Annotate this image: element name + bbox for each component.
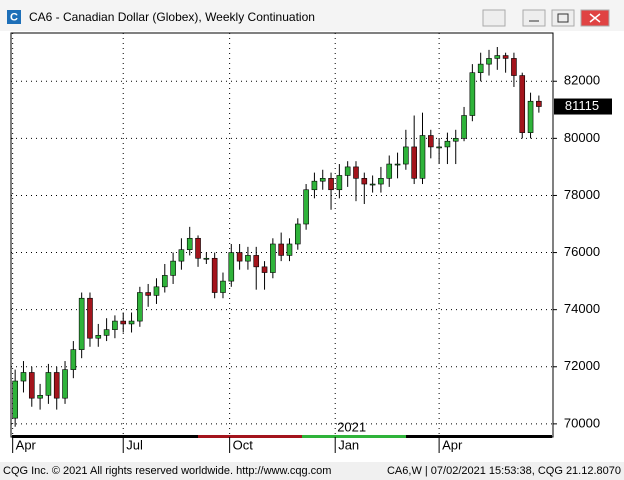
candle-body bbox=[294, 223, 301, 245]
y-tick-label: 82000 bbox=[564, 73, 600, 88]
candle-body bbox=[253, 255, 260, 268]
candle-body bbox=[278, 243, 284, 256]
candle-body bbox=[20, 372, 27, 382]
candle-body bbox=[461, 115, 467, 139]
candle-body bbox=[527, 100, 534, 133]
y-tick-label: 80000 bbox=[564, 130, 600, 145]
candle-body bbox=[444, 140, 451, 148]
candle-body bbox=[53, 372, 60, 399]
candle-body bbox=[37, 395, 43, 399]
candle-body bbox=[403, 146, 409, 165]
status-left: CQG Inc. © 2021 All rights reserved worl… bbox=[3, 465, 331, 477]
candle-body bbox=[28, 372, 35, 399]
candle-body bbox=[369, 183, 376, 186]
candle-body bbox=[378, 178, 384, 185]
candle-body bbox=[511, 58, 517, 76]
title-bar bbox=[0, 0, 624, 31]
window-title: CA6 - Canadian Dollar (Globex), Weekly C… bbox=[29, 10, 315, 24]
app-icon bbox=[7, 10, 21, 24]
candle-body bbox=[353, 166, 359, 179]
timeline-band bbox=[198, 435, 302, 438]
timeline-band bbox=[12, 435, 94, 438]
candle-body bbox=[336, 175, 343, 191]
candle-body bbox=[469, 72, 476, 116]
candle-body bbox=[519, 75, 526, 133]
candle-body bbox=[386, 163, 393, 179]
candle-body bbox=[120, 320, 127, 325]
candle-body bbox=[286, 243, 293, 256]
y-tick-label: 76000 bbox=[564, 244, 600, 259]
candle-body bbox=[486, 58, 492, 65]
candle-body bbox=[87, 297, 93, 339]
y-tick-label: 78000 bbox=[564, 187, 600, 202]
candle-body bbox=[211, 257, 218, 293]
candle-body bbox=[236, 252, 243, 262]
maximize-button[interactable] bbox=[551, 9, 575, 27]
candle-body bbox=[303, 189, 309, 225]
candle-body bbox=[494, 55, 501, 59]
candle-body bbox=[361, 178, 368, 185]
candle-body bbox=[161, 275, 168, 288]
year-label: 2021 bbox=[337, 419, 366, 434]
candle-body bbox=[203, 257, 210, 260]
timeline-band bbox=[94, 435, 198, 438]
status-bar bbox=[0, 462, 624, 480]
candle-body bbox=[178, 249, 185, 262]
candle-body bbox=[70, 349, 77, 370]
x-tick-label: Apr bbox=[442, 437, 463, 452]
candle-body bbox=[195, 237, 201, 259]
last-price-box bbox=[554, 98, 612, 115]
y-tick-label: 70000 bbox=[564, 415, 600, 430]
candle-body bbox=[137, 292, 143, 322]
y-tick-label: 74000 bbox=[564, 301, 600, 316]
candle-body bbox=[452, 138, 459, 142]
candle-body bbox=[261, 266, 268, 273]
candle-body bbox=[103, 329, 110, 336]
candle-body bbox=[502, 55, 509, 59]
candle-body bbox=[311, 180, 318, 191]
candle-body bbox=[153, 286, 160, 296]
candle-body bbox=[436, 146, 442, 149]
x-tick-label: Jan bbox=[338, 437, 359, 452]
link-button[interactable] bbox=[482, 9, 506, 27]
candle-body bbox=[411, 146, 417, 179]
timeline-band bbox=[302, 435, 406, 438]
candle-body bbox=[228, 252, 235, 282]
minimize-button[interactable] bbox=[522, 9, 546, 27]
x-tick-label: Jul bbox=[126, 437, 143, 452]
candle-body bbox=[394, 163, 401, 166]
candle-body bbox=[12, 380, 18, 419]
x-tick-label: Oct bbox=[233, 437, 254, 452]
candle-body bbox=[112, 320, 118, 330]
candle-body bbox=[344, 166, 351, 176]
candle-body bbox=[428, 135, 434, 148]
app-icon-glyph: C bbox=[10, 11, 18, 23]
candle-body bbox=[145, 292, 151, 296]
candle-body bbox=[319, 178, 326, 182]
x-tick-label: Apr bbox=[16, 437, 37, 452]
last-price-label: 81115 bbox=[565, 98, 599, 113]
candle-body bbox=[270, 243, 276, 273]
status-right: CA6,W | 07/02/2021 15:53:38, CQG 21.12.8… bbox=[387, 465, 621, 477]
candle-body bbox=[328, 178, 334, 191]
maximize-glyph bbox=[557, 13, 569, 23]
candle-body bbox=[78, 297, 85, 350]
candle-body bbox=[62, 369, 68, 399]
timeline-band bbox=[406, 435, 552, 438]
candle-body bbox=[170, 260, 176, 276]
candle-body bbox=[128, 320, 135, 325]
candle-body bbox=[419, 135, 426, 179]
y-tick-label: 72000 bbox=[564, 358, 600, 373]
candle-body bbox=[477, 63, 484, 73]
candle-body bbox=[95, 335, 102, 339]
candle-body bbox=[245, 255, 251, 262]
candle-body bbox=[536, 100, 542, 107]
plot-frame bbox=[10, 32, 554, 438]
candle-body bbox=[45, 372, 52, 396]
candle-body bbox=[186, 237, 193, 251]
close-glyph bbox=[589, 13, 601, 23]
candle-body bbox=[220, 280, 226, 293]
